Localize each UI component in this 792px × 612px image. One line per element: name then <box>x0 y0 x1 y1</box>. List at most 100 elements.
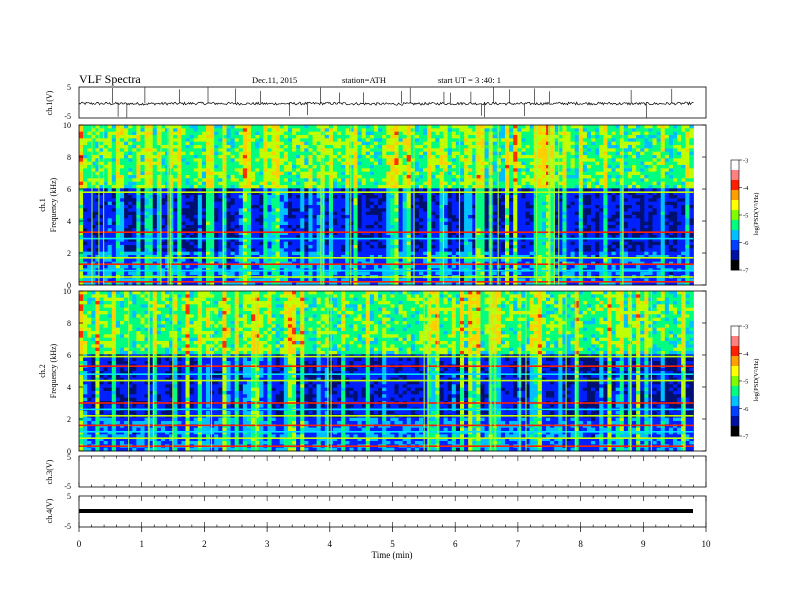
spectrogram-cell <box>263 228 268 233</box>
spectrogram-cell <box>136 225 141 229</box>
spectrogram-cell <box>476 195 481 199</box>
spectrogram-cell <box>132 141 137 146</box>
spectrogram-cell <box>283 211 289 216</box>
spectrogram-cell <box>128 231 133 236</box>
spectrogram-cell <box>119 181 125 186</box>
spectrogram-cell <box>140 181 145 186</box>
spectrogram-cell <box>484 191 490 196</box>
spectrogram-cell <box>554 125 559 129</box>
spectrogram-cell <box>173 221 178 226</box>
spectrogram-cell <box>447 195 453 199</box>
spectrogram-cell <box>406 158 412 163</box>
spectrogram-cell <box>300 221 305 226</box>
spectrogram-cell <box>668 158 674 163</box>
spectrogram-cell <box>578 178 584 183</box>
spectrogram-cell <box>652 151 657 156</box>
spectrogram-cell <box>591 228 596 233</box>
spectrogram-cell <box>513 158 518 163</box>
spectrogram-cell <box>582 225 588 229</box>
spectrogram-cell <box>369 191 375 196</box>
spectrogram-cell <box>99 158 104 163</box>
spectrogram-cell <box>558 168 563 173</box>
spectrogram-cell <box>292 185 297 189</box>
spectrogram-cell <box>591 161 596 166</box>
spectrogram-cell <box>378 185 383 189</box>
spectrogram-cell <box>541 158 547 163</box>
spectrogram-cell <box>345 141 350 146</box>
spectrogram-cell <box>386 148 391 153</box>
spectrogram-cell <box>193 128 199 133</box>
spectrogram-cell <box>541 138 547 143</box>
spectrogram-cell <box>615 225 621 229</box>
spectrogram-cell <box>160 228 166 233</box>
spectrogram-cell <box>91 155 96 159</box>
spectrogram-cell <box>423 138 428 143</box>
spectrogram-cell <box>427 161 432 166</box>
spectrogram-cell <box>443 145 449 149</box>
spectrogram-cell <box>218 131 223 136</box>
spectrogram-cell <box>144 158 150 163</box>
spectrogram-cell <box>509 135 514 139</box>
spectrogram-cell <box>455 151 461 156</box>
spectrogram-cell <box>91 168 96 173</box>
spectrogram-cell <box>287 215 293 219</box>
spectrogram-cell <box>312 175 317 179</box>
spectrogram-cell <box>627 131 633 136</box>
spectrogram-cell <box>119 201 125 206</box>
spectrogram-cell <box>398 128 404 133</box>
spectrogram-cell <box>435 228 440 233</box>
spectrogram-cell <box>623 195 629 199</box>
spectrogram-cell <box>423 201 428 206</box>
spectrogram-cell <box>533 151 539 156</box>
spectrogram-cell <box>341 151 346 156</box>
spectrogram-cell <box>279 171 285 176</box>
spectrogram-cell <box>652 138 657 143</box>
spectrogram-cell <box>664 158 670 163</box>
spectrogram-cell <box>464 178 469 183</box>
spectrogram-cell <box>685 195 690 199</box>
spectrogram-cell <box>79 178 84 183</box>
spectrogram-cell <box>677 155 682 159</box>
spectrogram-cell <box>672 125 678 129</box>
spectrogram-cell <box>386 145 391 149</box>
spectrogram-cell <box>402 138 408 143</box>
spectrogram-cell <box>189 125 195 129</box>
spectrogram-cell <box>660 205 666 209</box>
spectrogram-cell <box>95 221 100 226</box>
spectrogram-cell <box>632 215 637 219</box>
spectrogram-cell <box>296 195 301 199</box>
spectrogram-cell <box>685 188 690 193</box>
spectrogram-cell <box>287 181 293 186</box>
spectrogram-cell <box>603 168 608 173</box>
spectrogram-cell <box>378 218 383 223</box>
spectrogram-cell <box>251 201 256 206</box>
spectrogram-cell <box>255 131 260 136</box>
spectrogram-cell <box>562 228 567 233</box>
spectrogram-cell <box>529 221 535 226</box>
spectrogram-cell <box>337 185 342 189</box>
spectrogram-cell <box>210 201 215 206</box>
spectrogram-cell <box>402 191 408 196</box>
spectrogram-cell <box>447 175 453 179</box>
spectrogram-cell <box>582 128 588 133</box>
spectrogram-cell <box>566 151 571 156</box>
spectrogram-cell <box>87 168 92 173</box>
spectrogram-cell <box>623 125 629 129</box>
spectrogram-cell <box>275 165 281 169</box>
spectrogram-cell <box>541 178 547 183</box>
spectrogram-cell <box>210 208 215 213</box>
spectrogram-cell <box>492 141 498 146</box>
spectrogram-cell <box>566 148 571 153</box>
spectrogram-cell <box>390 128 395 133</box>
spectrogram-cell <box>435 151 440 156</box>
spectrogram-cell <box>152 168 158 173</box>
spectrogram-cell <box>591 135 596 139</box>
spectrogram-cell <box>242 158 248 163</box>
spectrogram-cell <box>562 211 567 216</box>
spectrogram-cell <box>197 161 203 166</box>
spectrogram-cell <box>255 201 260 206</box>
spectrogram-cell <box>128 218 133 223</box>
spectrogram-cell <box>455 125 461 129</box>
spectrogram-cell <box>361 135 367 139</box>
spectrogram-cell <box>439 208 444 213</box>
